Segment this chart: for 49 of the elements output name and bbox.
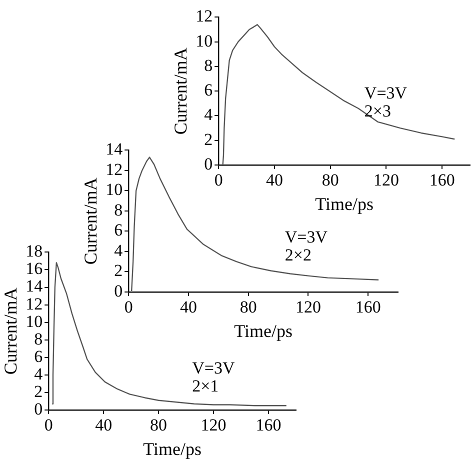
y-tick-label: 10 <box>106 180 123 200</box>
x-tick-label: 120 <box>373 170 399 190</box>
y-tick-label: 2 <box>114 261 123 280</box>
annotation: 2×2 <box>284 246 312 265</box>
y-tick-label: 8 <box>204 56 213 75</box>
y-tick-label: 10 <box>196 31 213 50</box>
y-tick-label: 0 <box>114 281 123 300</box>
x-axis-title: Time/ps <box>315 194 374 214</box>
x-tick-label: 40 <box>266 170 283 190</box>
x-axis-title: Time/ps <box>234 320 292 341</box>
annotation: V=3V <box>364 84 408 103</box>
x-tick-label: 120 <box>200 416 226 435</box>
y-tick-label: 4 <box>114 240 124 260</box>
y-axis-title: Current/mA <box>80 178 101 265</box>
x-tick-label: 120 <box>295 298 321 317</box>
y-tick-label: 0 <box>34 399 43 418</box>
y-tick-label: 14 <box>106 140 124 159</box>
y-tick-label: 6 <box>34 346 43 366</box>
annotation: 2×1 <box>192 376 219 396</box>
y-tick-label: 4 <box>34 364 44 384</box>
x-tick-label: 80 <box>322 170 339 190</box>
x-tick-label: 40 <box>180 298 197 317</box>
y-tick-label: 4 <box>204 105 214 124</box>
y-tick-label: 6 <box>204 80 213 100</box>
x-tick-label: 160 <box>256 416 282 435</box>
y-tick-label: 2 <box>204 130 213 149</box>
y-tick-label: 12 <box>196 6 213 26</box>
x-tick-label: 40 <box>95 416 112 435</box>
x-tick-label: 80 <box>240 298 257 317</box>
annotation: V=3V <box>192 358 236 378</box>
y-tick-label: 8 <box>34 329 43 348</box>
y-tick-label: 12 <box>26 294 43 314</box>
annotation: V=3V <box>284 228 328 247</box>
x-axis-title: Time/ps <box>143 438 202 459</box>
y-tick-label: 2 <box>34 382 43 401</box>
y-tick-label: 6 <box>114 220 123 240</box>
x-tick-label: 160 <box>355 298 381 317</box>
x-tick-label: 80 <box>150 416 168 435</box>
x-tick-label: 160 <box>429 170 455 190</box>
y-tick-label: 8 <box>114 200 123 220</box>
y-axis-title: Current/mA <box>0 288 21 375</box>
y-tick-label: 16 <box>26 259 43 278</box>
y-tick-label: 14 <box>26 276 44 296</box>
y-tick-label: 12 <box>106 160 123 179</box>
y-axis-title: Current/mA <box>170 48 191 135</box>
y-tick-label: 0 <box>204 154 213 174</box>
annotation: 2×3 <box>364 102 392 121</box>
y-tick-label: 10 <box>26 312 43 331</box>
y-tick-label: 18 <box>26 242 43 261</box>
